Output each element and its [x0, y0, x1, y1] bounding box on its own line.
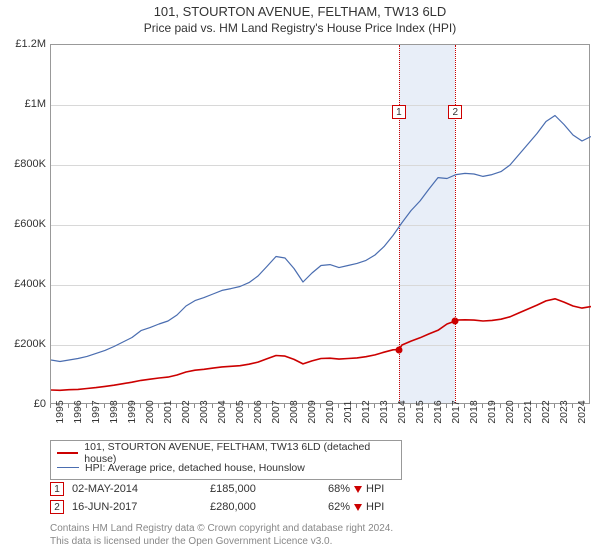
x-tick-label: 2008: [288, 400, 300, 423]
transaction-marker: 2: [50, 500, 64, 514]
arrow-down-icon: [354, 486, 362, 493]
x-tick-label: 2003: [198, 400, 210, 423]
chart-title: 101, STOURTON AVENUE, FELTHAM, TW13 6LD: [0, 4, 600, 19]
series-hpi: [51, 116, 591, 362]
x-tick-label: 2007: [270, 400, 282, 423]
chart-title-block: 101, STOURTON AVENUE, FELTHAM, TW13 6LD …: [0, 0, 600, 35]
x-tick-label: 2024: [576, 400, 588, 423]
series-property: [51, 299, 591, 391]
x-tick-label: 2000: [144, 400, 156, 423]
y-tick-label: £0: [34, 398, 46, 410]
x-tick-label: 2022: [540, 400, 552, 423]
transaction-marker: 1: [50, 482, 64, 496]
y-tick-label: £400K: [14, 278, 46, 290]
x-tick-label: 2019: [486, 400, 498, 423]
x-tick-label: 2002: [180, 400, 192, 423]
x-tick-label: 2009: [306, 400, 318, 423]
x-tick-label: 2013: [378, 400, 390, 423]
legend-swatch: [57, 452, 78, 454]
x-tick-label: 2001: [162, 400, 174, 423]
chart-area: 12 £0£200K£400K£600K£800K£1M£1.2M 199519…: [50, 44, 590, 404]
transaction-date: 16-JUN-2017: [72, 501, 202, 513]
x-tick-label: 2020: [504, 400, 516, 423]
legend: 101, STOURTON AVENUE, FELTHAM, TW13 6LD …: [50, 440, 402, 480]
x-tick-label: 2005: [234, 400, 246, 423]
y-tick-label: £200K: [14, 338, 46, 350]
legend-item: 101, STOURTON AVENUE, FELTHAM, TW13 6LD …: [57, 445, 395, 460]
x-tick-label: 2023: [558, 400, 570, 423]
x-tick-label: 1997: [90, 400, 102, 423]
x-tick-label: 1999: [126, 400, 138, 423]
x-tick-label: 2014: [396, 400, 408, 423]
arrow-down-icon: [354, 504, 362, 511]
transaction-date: 02-MAY-2014: [72, 483, 202, 495]
transaction-row: 1 02-MAY-2014 £185,000 68% HPI: [50, 480, 590, 498]
y-tick-label: £1M: [25, 98, 46, 110]
x-tick-label: 2015: [414, 400, 426, 423]
chart-subtitle: Price paid vs. HM Land Registry's House …: [0, 21, 600, 35]
y-tick-label: £600K: [14, 218, 46, 230]
footer-line: Contains HM Land Registry data © Crown c…: [50, 522, 590, 535]
event-marker: 1: [392, 105, 406, 119]
x-tick-label: 2011: [342, 401, 354, 424]
sale-point: [395, 346, 402, 353]
legend-swatch: [57, 467, 79, 468]
x-tick-label: 2018: [468, 400, 480, 423]
transaction-pct: 68% HPI: [328, 483, 408, 495]
transaction-price: £280,000: [210, 501, 320, 513]
footer: Contains HM Land Registry data © Crown c…: [50, 522, 590, 548]
transaction-pct: 62% HPI: [328, 501, 408, 513]
x-tick-label: 2017: [450, 400, 462, 423]
y-tick-label: £1.2M: [15, 38, 46, 50]
x-tick-label: 2004: [216, 400, 228, 423]
plot-background: 12: [50, 44, 590, 404]
x-tick-label: 2006: [252, 400, 264, 423]
x-tick-label: 2021: [522, 400, 534, 423]
footer-line: This data is licensed under the Open Gov…: [50, 535, 590, 548]
x-tick-label: 2010: [324, 400, 336, 423]
x-tick-label: 2016: [432, 400, 444, 423]
y-tick-label: £800K: [14, 158, 46, 170]
event-marker: 2: [448, 105, 462, 119]
x-tick-label: 2012: [360, 400, 372, 423]
line-series: [51, 45, 591, 405]
sale-point: [452, 318, 459, 325]
legend-label: HPI: Average price, detached house, Houn…: [85, 462, 305, 474]
transaction-row: 2 16-JUN-2017 £280,000 62% HPI: [50, 498, 590, 516]
x-tick-label: 1996: [72, 400, 84, 423]
transaction-price: £185,000: [210, 483, 320, 495]
x-tick-label: 1998: [108, 400, 120, 423]
transaction-table: 1 02-MAY-2014 £185,000 68% HPI 2 16-JUN-…: [50, 480, 590, 516]
x-tick-label: 1995: [54, 400, 66, 423]
